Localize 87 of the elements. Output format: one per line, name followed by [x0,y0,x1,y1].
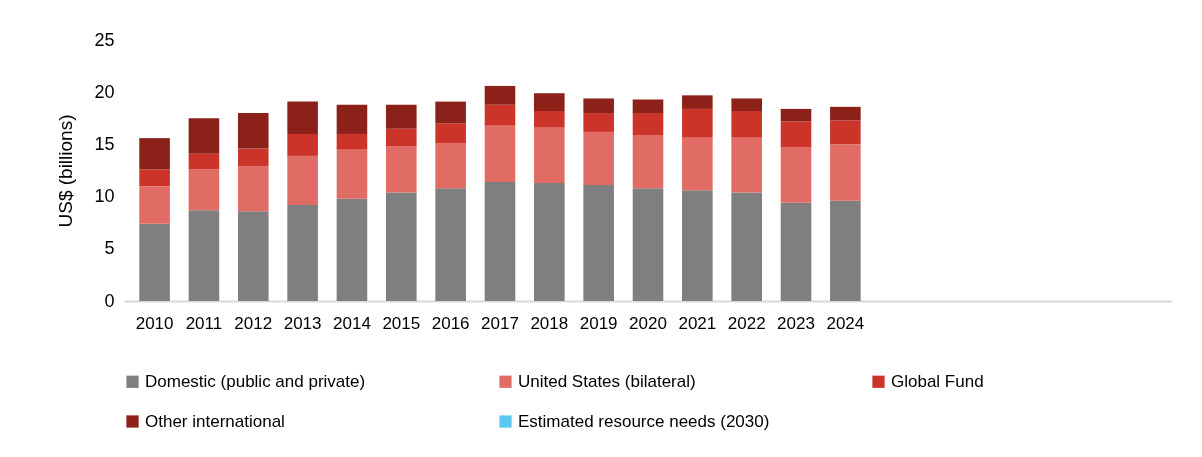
bar [287,155,318,205]
bar [386,192,417,301]
legend-label: Other international [145,411,285,431]
legend-label: Domestic (public and private) [145,371,366,391]
y-axis-title: US$ (billions) [55,114,77,228]
bar [682,108,713,138]
bar [830,120,861,145]
bar [139,169,170,187]
bar [632,188,664,301]
bar [484,181,516,301]
bar [632,99,664,114]
x-tick-label: 2015 [382,313,421,333]
x-tick-label: 2016 [431,313,470,333]
bar [336,133,368,150]
bar [731,192,762,301]
bar [484,125,516,182]
bar [287,204,318,301]
bar [534,110,565,128]
bar [830,200,861,301]
bar [534,93,565,111]
y-tick-label: 10 [94,186,115,207]
x-tick-label: 2010 [135,313,174,333]
bar [830,106,861,121]
bar [237,166,269,212]
bar [237,148,269,167]
bar [583,113,614,132]
bar [386,104,417,129]
bar [336,149,368,199]
bar [583,131,614,186]
legend-label: Estimated resource needs (2030) [518,411,770,431]
x-tick-label: 2020 [629,313,667,333]
y-tick-label: 5 [104,238,115,259]
bar [237,211,269,301]
bar [780,202,812,301]
bar [435,101,466,124]
bar [632,135,664,189]
bar [632,113,664,135]
legend-label: Global Fund [891,371,984,391]
bar [583,185,614,301]
bar [682,190,713,301]
x-tick-label: 2012 [234,313,273,333]
x-tick-label: 2014 [333,313,371,333]
x-tick-label: 2024 [826,313,865,333]
bar [484,104,516,126]
bar [780,121,812,148]
bar [731,110,762,138]
x-tick-label: 2022 [727,313,766,333]
bar [484,85,516,105]
legend-label: United States (bilateral) [518,371,696,391]
bar [780,108,812,122]
x-tick-label: 2023 [777,313,815,333]
bar [287,133,318,156]
x-tick-label: 2017 [481,313,519,333]
bar [435,188,466,301]
bar [682,137,713,191]
bar [682,95,713,109]
bar [336,104,368,134]
y-tick-label: 25 [94,29,115,50]
x-tick-label: 2021 [678,313,717,333]
bar [534,127,565,184]
bar [139,138,170,170]
bar [534,183,565,301]
bar [386,146,417,193]
bar [188,210,220,301]
bar [435,143,466,189]
bar [139,186,170,224]
bar [435,123,466,144]
bar [731,98,762,111]
x-tick-label: 2011 [185,313,223,333]
x-tick-label: 2018 [530,313,569,333]
bar [188,153,220,170]
bar [336,198,368,301]
bar [386,128,417,147]
bar [731,137,762,193]
bar [188,118,220,154]
y-tick-label: 20 [94,81,115,102]
x-tick-label: 2019 [579,313,618,333]
y-tick-label: 15 [94,133,115,154]
bar [188,169,220,211]
bar [830,144,861,201]
bar [139,223,170,301]
y-tick-label: 0 [104,290,115,311]
x-tick-label: 2013 [283,313,322,333]
bar [237,113,269,149]
bar [287,101,318,134]
bar [583,98,614,114]
bar [780,147,812,203]
